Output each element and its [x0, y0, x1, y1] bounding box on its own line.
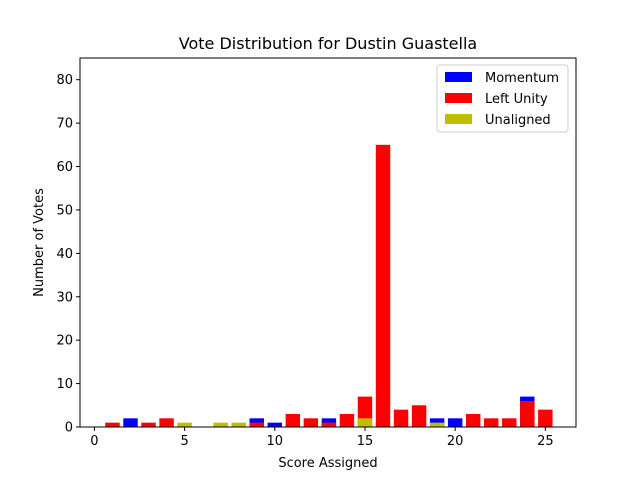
y-tick-label: 30 — [56, 290, 73, 305]
bar-unaligned — [177, 422, 192, 427]
bar-left-unity — [105, 422, 120, 427]
legend-label-unaligned: Unaligned — [485, 113, 551, 128]
y-axis-ticks: 0 10 20 30 40 50 60 70 80 — [56, 73, 80, 436]
bar-unaligned — [231, 422, 246, 427]
legend-label-left-unity: Left Unity — [485, 92, 548, 107]
y-tick-label: 80 — [56, 73, 73, 88]
bar-left-unity — [520, 400, 535, 427]
bar-left-unity — [321, 422, 337, 427]
bar-left-unity — [465, 413, 481, 427]
bar-left-unity — [538, 409, 553, 427]
bar-left-unity — [375, 144, 391, 427]
bar-left-unity — [339, 413, 355, 427]
y-tick-label: 70 — [56, 117, 73, 132]
x-tick-label: 15 — [357, 434, 374, 449]
bar-unaligned — [213, 422, 228, 427]
bar-left-unity — [502, 418, 517, 427]
x-tick-label: 10 — [267, 434, 284, 449]
x-tick-label: 20 — [447, 434, 464, 449]
bar-left-unity — [285, 413, 301, 427]
legend-swatch-left-unity — [445, 93, 472, 103]
x-axis-ticks: 0 5 10 15 20 25 — [90, 427, 554, 449]
legend-swatch-unaligned — [445, 114, 472, 124]
bar-left-unity — [159, 418, 174, 427]
bar-momentum — [447, 418, 463, 427]
plot-frame — [79, 57, 577, 428]
chart-title: Vote Distribution for Dustin Guastella — [179, 34, 477, 53]
y-tick-label: 10 — [56, 377, 73, 392]
y-axis-label: Number of Votes — [32, 188, 47, 297]
bars-layer — [105, 144, 553, 427]
bar-momentum — [123, 418, 138, 427]
y-tick-label: 20 — [56, 334, 73, 349]
y-tick-label: 0 — [65, 421, 73, 436]
x-tick-label: 5 — [180, 434, 188, 449]
bar-left-unity — [249, 422, 264, 427]
bar-momentum — [267, 422, 283, 427]
bar-left-unity — [393, 409, 409, 427]
x-tick-label: 25 — [537, 434, 554, 449]
legend-label-momentum: Momentum — [485, 71, 559, 86]
bar-left-unity — [303, 418, 319, 427]
y-tick-label: 60 — [56, 160, 73, 175]
x-axis-label: Score Assigned — [278, 456, 377, 471]
y-tick-label: 50 — [56, 203, 73, 218]
y-tick-label: 40 — [56, 247, 73, 262]
legend: Momentum Left Unity Unaligned — [436, 64, 569, 133]
bar-left-unity — [411, 405, 427, 427]
bar-unaligned — [429, 422, 445, 427]
legend-swatch-momentum — [445, 72, 472, 82]
bar-left-unity — [141, 422, 156, 427]
bar-unaligned — [357, 418, 373, 427]
x-tick-label: 0 — [90, 434, 98, 449]
bar-left-unity — [484, 418, 499, 427]
